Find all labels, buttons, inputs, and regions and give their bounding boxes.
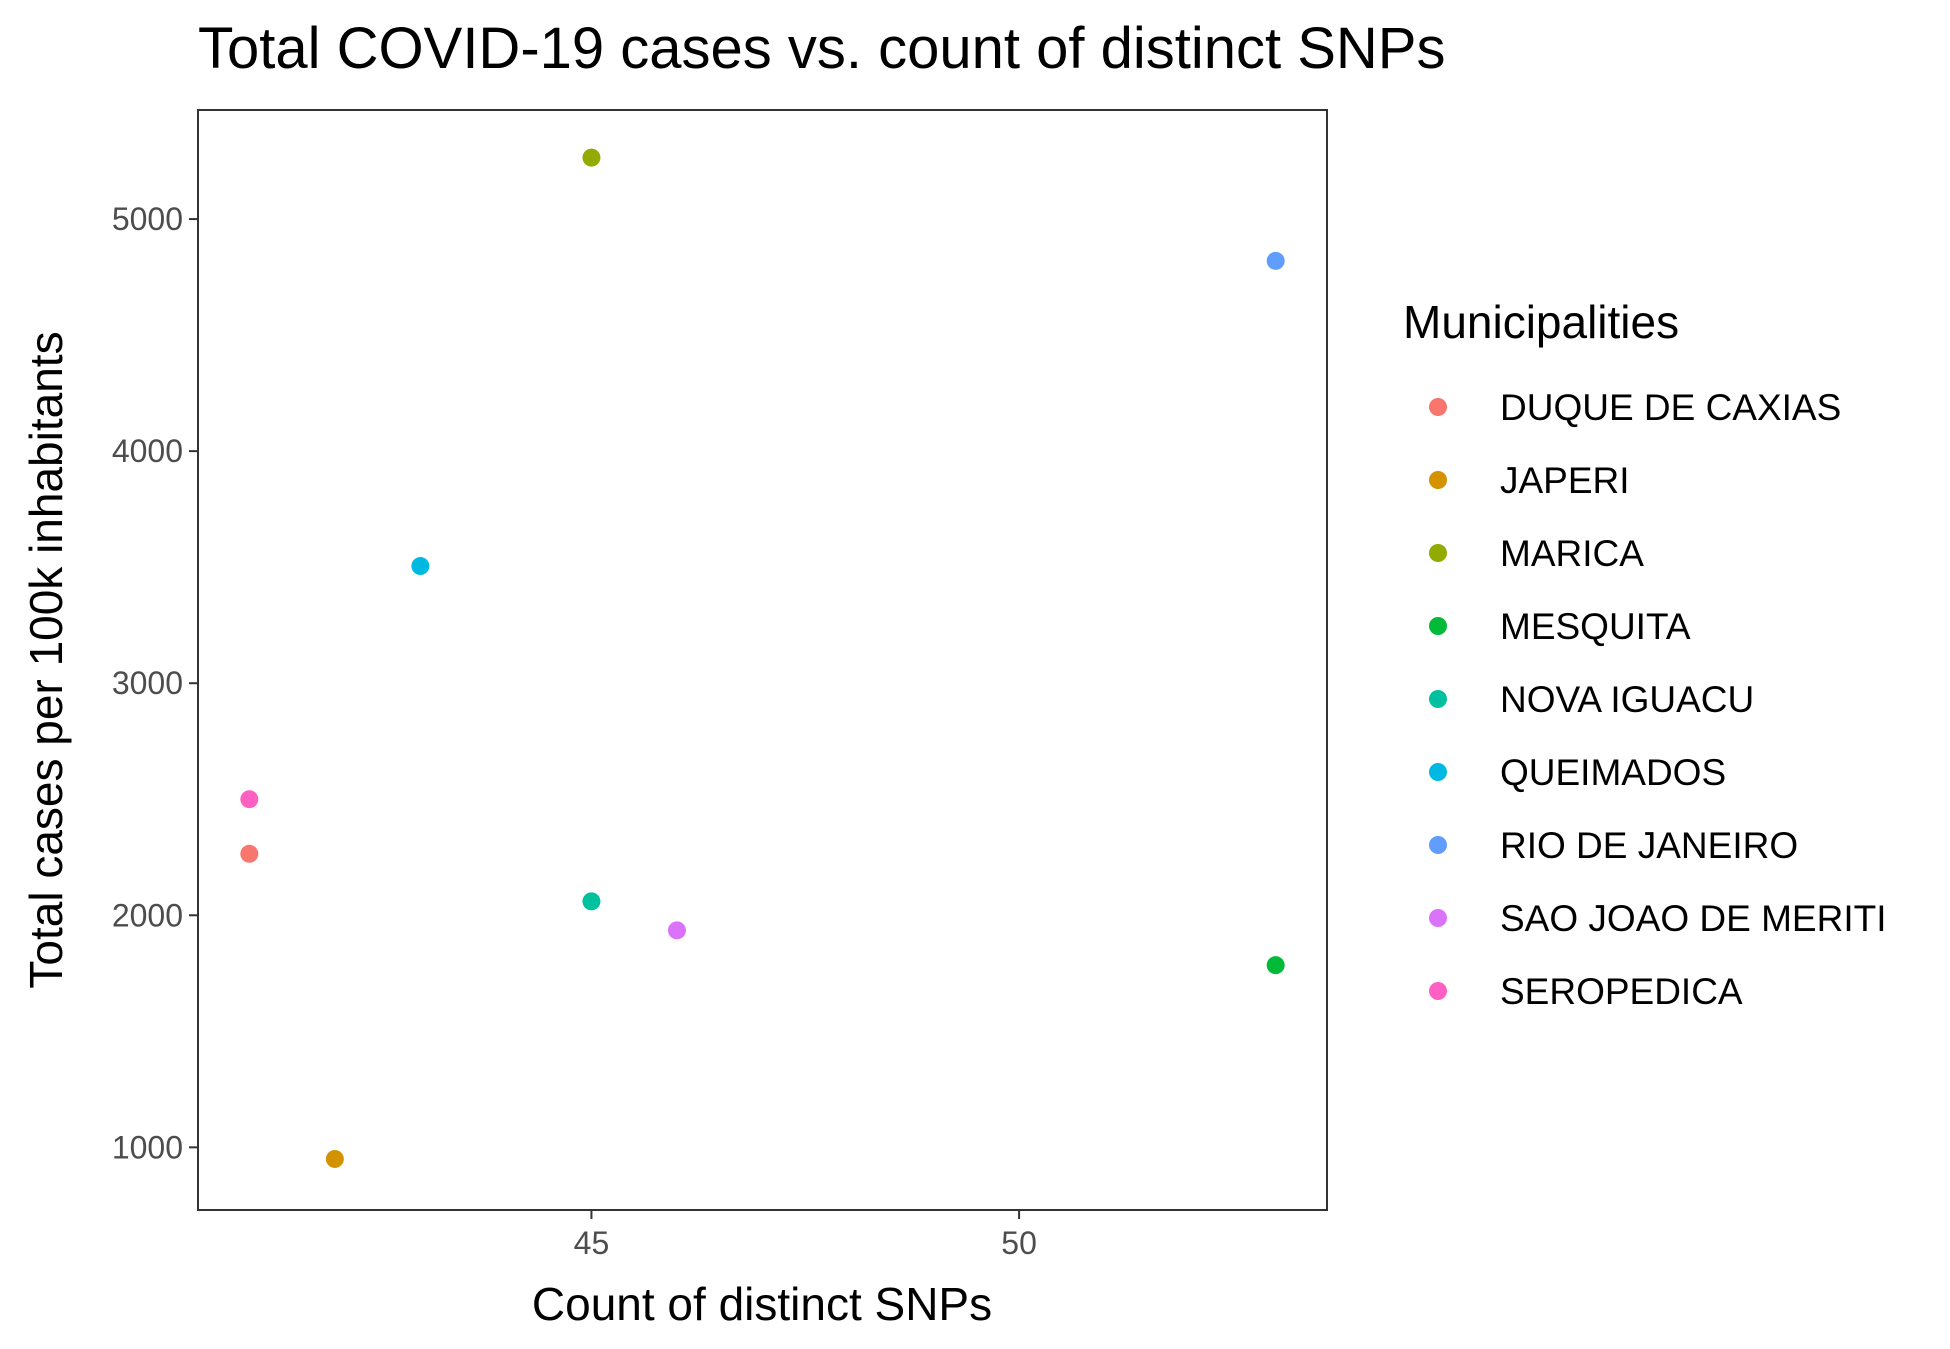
legend-key bbox=[1429, 471, 1447, 489]
data-point bbox=[667, 921, 686, 940]
legend-title: Municipalities bbox=[1403, 296, 1679, 348]
legend-item: MESQUITA bbox=[1429, 606, 1691, 647]
y-tick-label: 3000 bbox=[112, 665, 183, 701]
legend-key bbox=[1429, 763, 1447, 781]
legend-item: MARICA bbox=[1429, 533, 1644, 574]
data-point bbox=[1266, 956, 1285, 975]
data-point bbox=[240, 790, 259, 809]
legend-label: QUEIMADOS bbox=[1500, 752, 1726, 793]
data-points bbox=[240, 148, 1285, 1168]
legend-item: JAPERI bbox=[1429, 460, 1630, 501]
y-axis: 1000 2000 3000 4000 5000 bbox=[112, 201, 198, 1165]
legend-label: MESQUITA bbox=[1500, 606, 1691, 647]
legend-label: NOVA IGUACU bbox=[1500, 679, 1754, 720]
legend-key bbox=[1429, 982, 1447, 1000]
legend-key bbox=[1429, 398, 1447, 416]
plot-panel bbox=[197, 109, 1328, 1211]
y-tick-label: 4000 bbox=[112, 433, 183, 469]
data-point bbox=[411, 557, 430, 576]
x-axis-title: Count of distinct SNPs bbox=[532, 1278, 992, 1330]
legend-item: QUEIMADOS bbox=[1429, 752, 1726, 793]
y-axis-title: Total cases per 100k inhabitants bbox=[20, 331, 72, 988]
y-tick-label: 1000 bbox=[112, 1129, 183, 1165]
legend-label: SEROPEDICA bbox=[1500, 971, 1743, 1012]
legend-label: SAO JOAO DE MERITI bbox=[1500, 898, 1887, 939]
x-axis: 45 50 bbox=[574, 1210, 1037, 1261]
data-point bbox=[1266, 251, 1285, 270]
legend-key bbox=[1429, 690, 1447, 708]
x-tick-label: 50 bbox=[1001, 1225, 1037, 1261]
legend-label: RIO DE JANEIRO bbox=[1500, 825, 1798, 866]
legend-key bbox=[1429, 836, 1447, 854]
legend-item: DUQUE DE CAXIAS bbox=[1429, 387, 1841, 428]
y-tick-label: 5000 bbox=[112, 201, 183, 237]
legend-key bbox=[1429, 544, 1447, 562]
legend-item: NOVA IGUACU bbox=[1429, 679, 1754, 720]
x-tick-label: 45 bbox=[574, 1225, 610, 1261]
legend-item: SEROPEDICA bbox=[1429, 971, 1743, 1012]
legend-item: SAO JOAO DE MERITI bbox=[1429, 898, 1887, 939]
chart-title: Total COVID-19 cases vs. count of distin… bbox=[198, 16, 1445, 81]
data-point bbox=[325, 1149, 344, 1168]
data-point bbox=[582, 148, 601, 167]
legend: DUQUE DE CAXIAS JAPERI MARICA MESQUITA NOVA … bbox=[1429, 387, 1887, 1012]
legend-label: JAPERI bbox=[1500, 460, 1630, 501]
y-tick-label: 2000 bbox=[112, 897, 183, 933]
data-point bbox=[240, 844, 259, 863]
legend-key bbox=[1429, 909, 1447, 927]
legend-label: DUQUE DE CAXIAS bbox=[1500, 387, 1841, 428]
legend-item: RIO DE JANEIRO bbox=[1429, 825, 1798, 866]
legend-label: MARICA bbox=[1500, 533, 1644, 574]
data-point bbox=[582, 892, 601, 911]
legend-key bbox=[1429, 617, 1447, 635]
